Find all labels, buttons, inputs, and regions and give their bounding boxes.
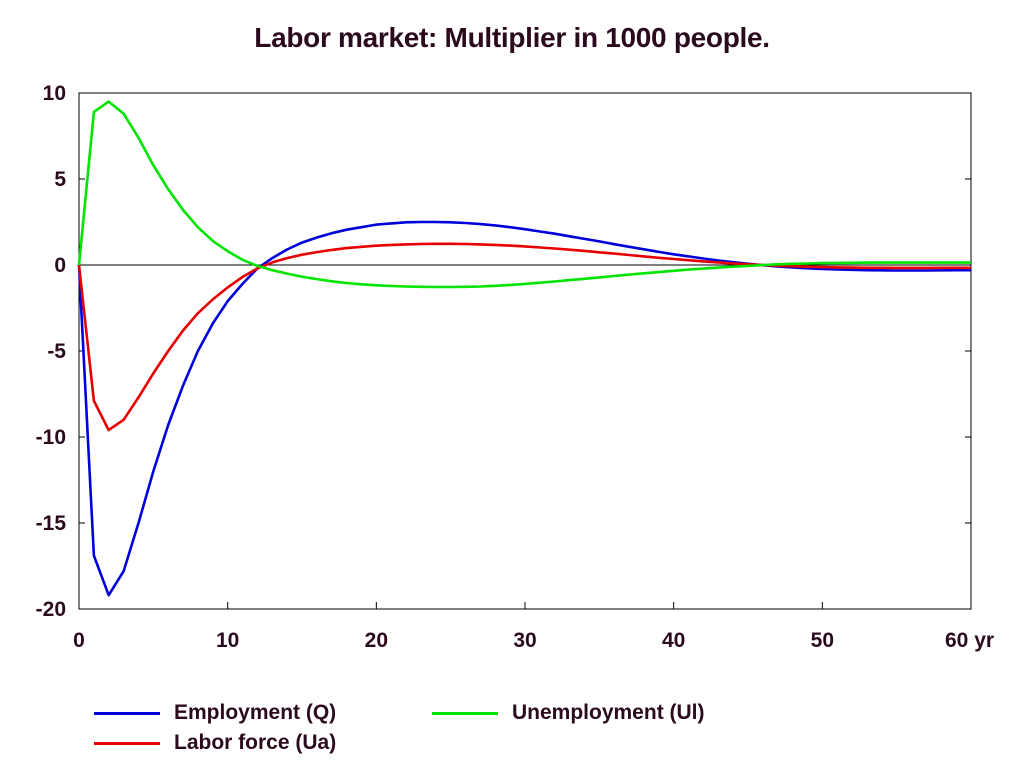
x-tick-label: 10 [216, 629, 239, 652]
y-tick-label: 0 [54, 254, 66, 277]
y-tick-label: 10 [43, 82, 66, 105]
x-tick-label: 50 [811, 629, 834, 652]
chart-title: Labor market: Multiplier in 1000 people. [254, 22, 770, 53]
x-tick-label: 20 [365, 629, 388, 652]
y-tick-label: -10 [36, 426, 66, 449]
x-tick-label: 30 [513, 629, 536, 652]
x-tick-label: 60 yr [945, 629, 994, 652]
axes-layer [78, 92, 972, 610]
y-tick-label: -5 [47, 340, 66, 363]
series-line-labor-force-ua [77, 242, 971, 432]
plot-frame [78, 92, 972, 610]
series-line-employment-q [77, 220, 971, 597]
series-line-unemployment-ul [77, 100, 971, 289]
x-tick-label: 40 [662, 629, 685, 652]
series-layer [77, 100, 971, 597]
y-tick-label: -15 [36, 512, 67, 535]
y-tick-label: -20 [36, 598, 66, 621]
y-tick-label: 5 [54, 168, 66, 191]
x-tick-label: 0 [73, 629, 85, 652]
